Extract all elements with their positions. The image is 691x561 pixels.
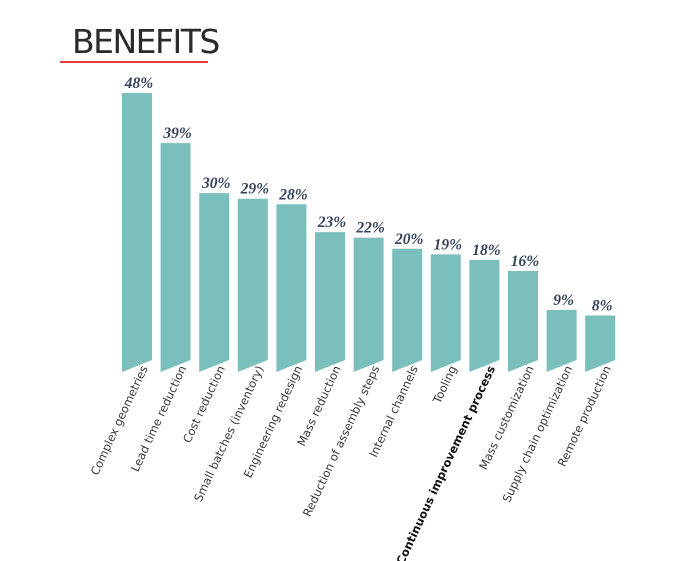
bar-11 (546, 309, 577, 372)
bar-0 (122, 93, 152, 372)
bar-1 (160, 143, 191, 372)
bar-12 (585, 315, 616, 372)
value-label-6: 22% (355, 220, 385, 237)
bar-5 (315, 232, 345, 372)
bars-group (122, 93, 616, 372)
value-label-8: 19% (434, 236, 463, 253)
bar-7 (392, 248, 423, 372)
category-label-11: Supply chain optimization (500, 363, 576, 504)
value-label-7: 20% (394, 231, 424, 248)
value-label-1: 39% (162, 125, 192, 142)
value-label-10: 16% (511, 253, 540, 270)
page-title: BENEFITS (72, 22, 220, 61)
value-label-12: 8% (592, 298, 613, 315)
bar-4 (276, 204, 307, 372)
category-label-6: Reduction of assembly steps (300, 363, 382, 518)
bar-6 (353, 237, 384, 372)
value-label-5: 23% (317, 214, 347, 231)
bar-2 (199, 193, 230, 372)
value-label-4: 28% (278, 186, 308, 203)
value-label-2: 30% (201, 175, 231, 192)
value-label-9: 18% (472, 242, 501, 259)
title-underline (60, 61, 208, 63)
value-label-3: 29% (240, 181, 270, 198)
value-labels-group: 48% 39% 30% 29% 28% 23% 22% 20% 19% 18% 16% 9% 8% (124, 75, 613, 315)
bar-8 (430, 254, 461, 372)
bar-10 (508, 271, 538, 372)
value-label-0: 48% (124, 75, 154, 92)
bar-3 (237, 198, 268, 372)
value-label-11: 9% (553, 292, 574, 309)
category-label-3: Small batches (inventory) (191, 363, 266, 504)
bar-9 (469, 259, 500, 372)
